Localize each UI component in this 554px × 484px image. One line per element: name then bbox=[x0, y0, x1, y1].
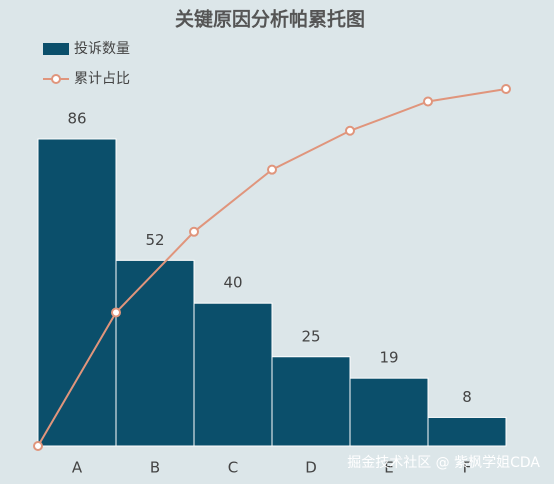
x-tick-label: F bbox=[463, 459, 472, 477]
data-label: 8 bbox=[462, 388, 472, 406]
line-point bbox=[423, 96, 433, 107]
x-tick-label: E bbox=[384, 459, 393, 477]
bar bbox=[349, 377, 429, 447]
line-point bbox=[33, 441, 43, 451]
line-point bbox=[267, 164, 277, 175]
bar bbox=[37, 138, 117, 447]
legend-label: 累计占比 bbox=[74, 71, 130, 87]
x-tick-label: D bbox=[305, 459, 317, 477]
watermark: 掘金技术社区 @ 紫枫学姐CDA bbox=[347, 455, 540, 471]
line-point bbox=[345, 125, 355, 136]
data-label: 25 bbox=[301, 327, 320, 345]
x-tick-label: C bbox=[228, 459, 238, 477]
bar bbox=[115, 259, 195, 447]
x-tick-label: B bbox=[150, 459, 160, 477]
data-label: 52 bbox=[145, 231, 164, 249]
bar bbox=[427, 416, 507, 447]
bar bbox=[193, 302, 273, 447]
bar bbox=[271, 356, 351, 447]
x-tick-label: A bbox=[72, 459, 83, 477]
legend-swatch bbox=[51, 74, 61, 84]
chart-title: 关键原因分析帕累托图 bbox=[175, 8, 365, 31]
line-point bbox=[501, 84, 511, 94]
legend-label: 投诉数量 bbox=[74, 41, 130, 57]
data-label: 19 bbox=[379, 349, 398, 367]
line-point bbox=[111, 307, 121, 318]
legend-swatch bbox=[43, 43, 69, 55]
data-label: 86 bbox=[67, 109, 86, 127]
line-point bbox=[189, 226, 199, 237]
data-label: 40 bbox=[223, 274, 242, 292]
